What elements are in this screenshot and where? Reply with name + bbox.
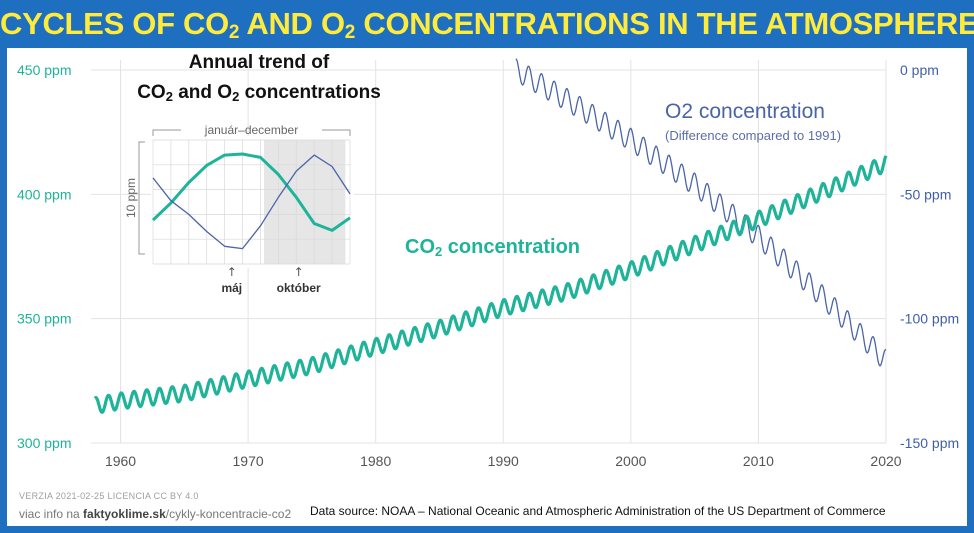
x-tick-label: 1980 [360,453,391,469]
inset-highlight [264,140,346,264]
inset-y-bracket [138,141,145,255]
right-tick-label: -150 ppm [900,435,959,451]
x-tick-label: 1960 [105,453,136,469]
co2-line [93,155,888,414]
inset-period-label: január–december [204,123,298,137]
right-tick-label: -100 ppm [900,311,959,327]
right-tick-label: -50 ppm [900,186,951,202]
o2-line [515,58,887,367]
inset-co2-line [151,152,351,232]
x-tick-label: 1970 [233,453,264,469]
x-tick-label: 1990 [488,453,519,469]
page-title: CYCLES OF CO2 AND O2 CONCENTRATIONS IN T… [0,6,974,43]
inset-o2-line [152,154,351,250]
inset-october-label: október [277,281,321,295]
axis-ticks: 300 ppm 350 ppm 400 ppm 450 ppm -150 ppm -100… [17,62,959,469]
inset-title: Annual trend of CO2 and O2 concentration… [137,52,381,104]
inset-period-bracket [152,129,351,136]
x-tick-label: 2000 [615,453,646,469]
inset-chart: január–december 10 ppm ↑ máj ↑ október [124,123,354,295]
left-tick-label: 450 ppm [17,62,71,78]
co2-series-label: CO2 concentration [405,236,581,259]
co2-series [93,155,888,414]
main-chart: január–december 10 ppm ↑ máj ↑ október 300 pp… [17,58,959,469]
o2-series-label: O2 concentration [665,100,825,123]
left-tick-label: 350 ppm [17,311,71,327]
x-tick-label: 2010 [743,453,774,469]
o2-series-note: (Difference compared to 1991) [665,128,842,143]
right-tick-label: 0 ppm [900,62,939,78]
inset-y-label: 10 ppm [124,178,138,218]
inset-arrow-icon: ↑ [294,265,304,279]
left-tick-label: 300 ppm [17,435,71,451]
more-info-link[interactable]: viac info na faktyoklime.sk/cykly-koncen… [19,507,292,521]
inset-arrow-icon: ↑ [227,265,237,279]
version-info: VERZIA 2021-02-25 LICENCIA CC BY 4.0 [19,491,199,501]
data-source: Data source: NOAA – National Oceanic and… [310,504,886,518]
chart-panel: január–december 10 ppm ↑ máj ↑ október 300 pp… [7,48,967,526]
inset-may-label: máj [221,281,242,295]
x-tick-label: 2020 [870,453,901,469]
left-tick-label: 400 ppm [17,186,71,202]
o2-series [515,58,887,367]
